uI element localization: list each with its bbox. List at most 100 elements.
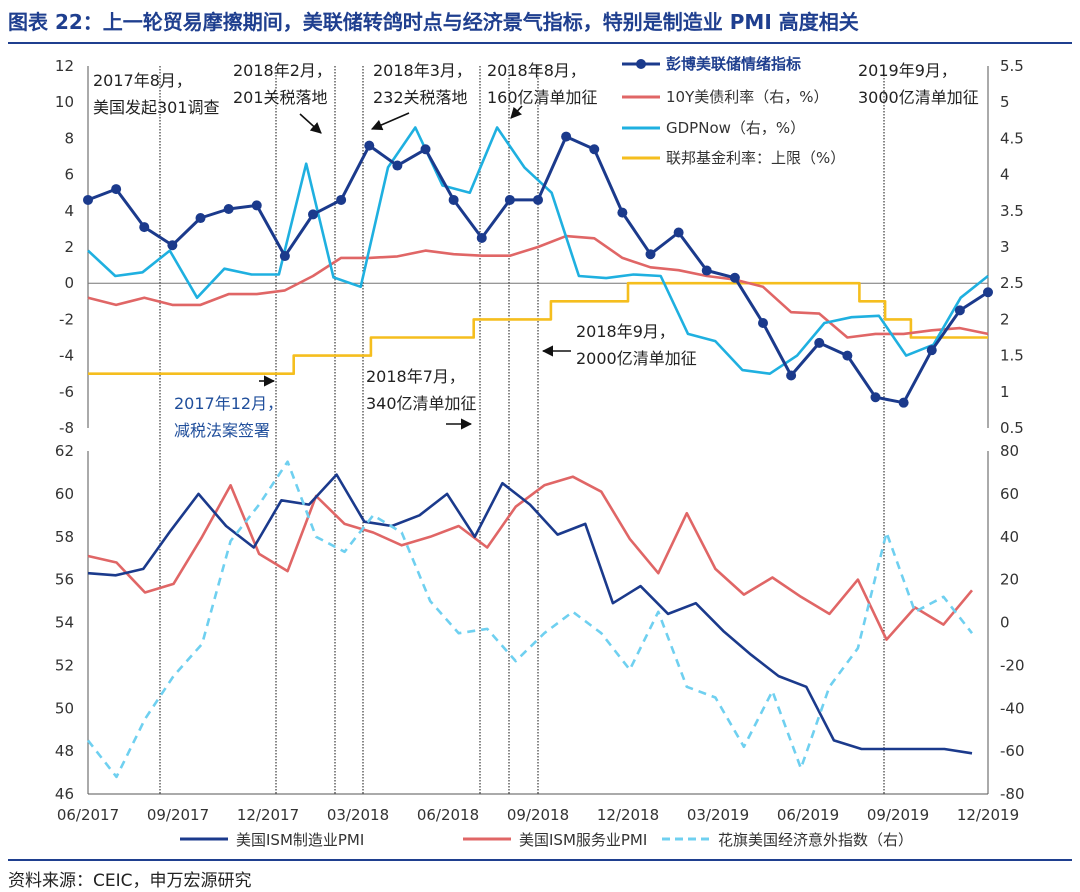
bottom-right-y-tick-label: 60 xyxy=(1000,485,1019,503)
sentiment-point xyxy=(308,209,318,220)
annotation-text: 2018年9月， xyxy=(576,322,675,341)
sentiment-point xyxy=(701,265,712,276)
annotation-text: 减税法案签署 xyxy=(174,421,270,440)
sentiment-point xyxy=(251,200,262,211)
x-tick-label: 06/2018 xyxy=(417,806,479,824)
top-left-y-tick-label: 4 xyxy=(64,202,74,220)
sentiment-point xyxy=(589,144,600,155)
annotation-text: 2019年9月， xyxy=(858,61,957,80)
bottom-left-y-tick-label: 52 xyxy=(55,656,74,674)
top-left-y-tick-label: 2 xyxy=(64,238,74,256)
sentiment-point xyxy=(139,222,150,233)
fed-funds-upper-line xyxy=(88,281,988,375)
top-left-y-tick-label: -2 xyxy=(59,310,74,328)
top-left-y-tick-label: 12 xyxy=(55,57,74,75)
sentiment-point xyxy=(195,213,206,224)
sentiment-point xyxy=(561,131,572,142)
sentiment-point xyxy=(279,251,290,262)
top-right-y-tick-label: 1 xyxy=(1000,383,1010,401)
legend-sentiment-marker xyxy=(636,59,646,69)
sentiment-point xyxy=(504,194,515,205)
sentiment-point xyxy=(729,272,740,283)
bottom-right-y-tick-label: -80 xyxy=(1000,785,1025,803)
sentiment-point xyxy=(870,392,881,403)
top-right-y-tick-label: 1.5 xyxy=(1000,347,1024,365)
sentiment-point xyxy=(448,194,459,205)
top-left-y-tick-label: 8 xyxy=(64,129,74,147)
legend-10y-yield-label: 10Y美债利率（右，%） xyxy=(666,88,829,106)
sentiment-point xyxy=(420,144,431,155)
top-right-y-tick-label: 5 xyxy=(1000,93,1010,111)
x-tick-label: 12/2017 xyxy=(237,806,299,824)
bottom-right-y-tick-label: 0 xyxy=(1000,614,1010,632)
gdpnow-line xyxy=(87,126,989,375)
ism-services-pmi-line xyxy=(87,475,973,641)
source-note: 资料来源：CEIC，申万宏源研究 xyxy=(8,871,252,891)
bottom-right-y-tick-label: 20 xyxy=(1000,571,1019,589)
footer-divider xyxy=(8,859,1072,861)
bottom-right-y-tick-label: -60 xyxy=(1000,742,1025,760)
annotation-text: 2018年7月， xyxy=(366,367,465,386)
bottom-left-y-tick-label: 58 xyxy=(55,528,74,546)
bottom-left-y-tick-label: 56 xyxy=(55,571,74,589)
x-tick-label: 12/2018 xyxy=(597,806,659,824)
top-left-y-tick-label: -8 xyxy=(59,419,74,437)
bottom-left-y-tick-label: 60 xyxy=(55,485,74,503)
top-left-y-tick-label: 10 xyxy=(55,93,74,111)
bottom-right-y-tick-label: 40 xyxy=(1000,528,1019,546)
top-right-y-tick-label: 0.5 xyxy=(1000,419,1024,437)
sentiment-point xyxy=(786,370,797,381)
annotation-text: 美国发起301调查 xyxy=(93,98,220,117)
sentiment-point xyxy=(223,203,234,214)
x-tick-label: 09/2018 xyxy=(507,806,569,824)
x-tick-label: 09/2019 xyxy=(867,806,929,824)
sentiment-point xyxy=(673,227,684,238)
top-left-y-tick-label: -6 xyxy=(59,383,74,401)
bottom-left-y-tick-label: 50 xyxy=(55,699,74,717)
bottom-left-y-tick-label: 48 xyxy=(55,742,74,760)
top-right-y-tick-label: 3.5 xyxy=(1000,202,1024,220)
annotation-text: 2018年8月， xyxy=(487,61,586,80)
legend-gdpnow-label: GDPNow（右，%） xyxy=(666,119,805,137)
x-tick-label: 03/2019 xyxy=(687,806,749,824)
top-right-y-tick-label: 2.5 xyxy=(1000,274,1024,292)
sentiment-point xyxy=(476,232,487,243)
sentiment-point xyxy=(364,140,375,151)
annotation-arrow xyxy=(299,113,322,134)
sentiment-point xyxy=(842,350,853,361)
sentiment-point xyxy=(167,240,178,251)
annotation-text: 201关税落地 xyxy=(233,88,328,107)
annotation-text: 160亿清单加征 xyxy=(487,88,598,107)
annotation-text: 2017年8月， xyxy=(93,71,192,90)
bottom-left-y-tick-label: 46 xyxy=(55,785,74,803)
top-right-y-tick-label: 4 xyxy=(1000,166,1010,184)
top-right-y-tick-label: 4.5 xyxy=(1000,129,1024,147)
bottom-left-y-tick-label: 62 xyxy=(55,442,74,460)
legend-sentiment-label: 彭博美联储情绪指标 xyxy=(666,55,801,73)
top-left-y-tick-label: -4 xyxy=(59,347,74,365)
annotation-text: 3000亿清单加征 xyxy=(858,88,979,107)
ism-manufacturing-pmi-line xyxy=(87,473,973,755)
citi-surprise-index-line xyxy=(86,460,974,779)
sentiment-point xyxy=(926,345,937,356)
top-right-y-tick-label: 5.5 xyxy=(1000,57,1024,75)
annotation-text: 340亿清单加征 xyxy=(366,394,477,413)
legend-fed-funds-label: 联邦基金利率：上限（%） xyxy=(666,149,845,167)
annotation-text: 2000亿清单加征 xyxy=(576,349,697,368)
sentiment-point xyxy=(898,397,909,408)
sentiment-point xyxy=(392,160,403,171)
x-tick-label: 03/2018 xyxy=(327,806,389,824)
annotation-text: 232关税落地 xyxy=(373,88,468,107)
annotation-text: 2018年2月， xyxy=(233,61,332,80)
annotation-arrow xyxy=(510,105,523,119)
annotation-arrow xyxy=(370,112,410,131)
legend-ism-services-label: 美国ISM服务业PMI xyxy=(519,831,647,849)
title-divider xyxy=(8,42,1072,44)
top-right-y-tick-label: 2 xyxy=(1000,310,1010,328)
sentiment-point xyxy=(758,318,768,329)
x-tick-label: 09/2017 xyxy=(147,806,209,824)
sentiment-point xyxy=(954,305,965,316)
legend-citi-surprise-label: 花旗美国经济意外指数（右） xyxy=(718,831,913,849)
x-tick-label: 06/2017 xyxy=(57,806,119,824)
